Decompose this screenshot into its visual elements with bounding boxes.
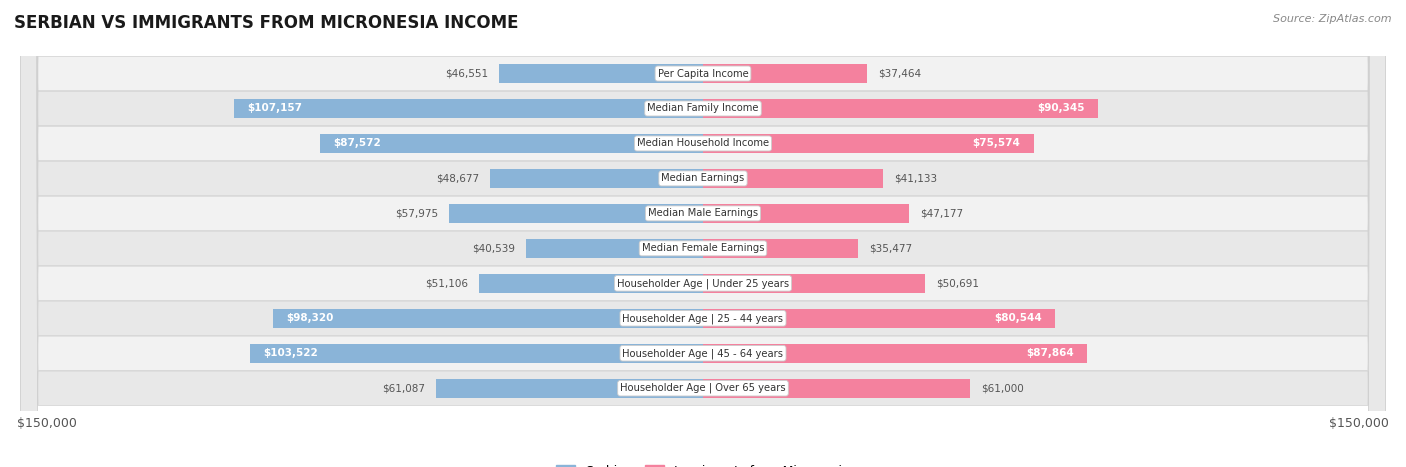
Bar — [491, 169, 703, 188]
Legend: Serbian, Immigrants from Micronesia: Serbian, Immigrants from Micronesia — [551, 460, 855, 467]
Text: $47,177: $47,177 — [921, 208, 963, 219]
Text: $35,477: $35,477 — [869, 243, 912, 254]
Text: $107,157: $107,157 — [247, 104, 302, 113]
Text: $80,544: $80,544 — [994, 313, 1042, 323]
Text: Median Earnings: Median Earnings — [661, 173, 745, 184]
Text: $87,864: $87,864 — [1026, 348, 1074, 358]
Bar — [703, 169, 883, 188]
Bar — [450, 204, 703, 223]
Text: Source: ZipAtlas.com: Source: ZipAtlas.com — [1274, 14, 1392, 24]
Text: $37,464: $37,464 — [877, 69, 921, 78]
Text: $41,133: $41,133 — [894, 173, 936, 184]
Text: Householder Age | 45 - 64 years: Householder Age | 45 - 64 years — [623, 348, 783, 359]
Text: $51,106: $51,106 — [426, 278, 468, 288]
FancyBboxPatch shape — [21, 0, 1385, 467]
Text: $87,572: $87,572 — [333, 138, 381, 149]
Bar — [703, 344, 1087, 363]
Bar — [235, 99, 703, 118]
Bar — [703, 134, 1033, 153]
Text: Median Household Income: Median Household Income — [637, 138, 769, 149]
Bar — [703, 274, 925, 293]
Text: Median Female Earnings: Median Female Earnings — [641, 243, 765, 254]
Text: $61,087: $61,087 — [382, 383, 425, 393]
FancyBboxPatch shape — [21, 0, 1385, 467]
FancyBboxPatch shape — [21, 0, 1385, 467]
Bar — [250, 344, 703, 363]
FancyBboxPatch shape — [21, 0, 1385, 467]
Text: $103,522: $103,522 — [263, 348, 318, 358]
Bar — [499, 64, 703, 83]
Text: $50,691: $50,691 — [935, 278, 979, 288]
Bar — [526, 239, 703, 258]
Text: $75,574: $75,574 — [973, 138, 1021, 149]
Text: $40,539: $40,539 — [472, 243, 515, 254]
FancyBboxPatch shape — [21, 0, 1385, 467]
FancyBboxPatch shape — [21, 0, 1385, 467]
Text: Median Male Earnings: Median Male Earnings — [648, 208, 758, 219]
Text: $46,551: $46,551 — [446, 69, 488, 78]
Text: $90,345: $90,345 — [1038, 104, 1085, 113]
FancyBboxPatch shape — [21, 0, 1385, 467]
Bar — [703, 64, 868, 83]
Text: Householder Age | Over 65 years: Householder Age | Over 65 years — [620, 383, 786, 394]
FancyBboxPatch shape — [21, 0, 1385, 467]
Text: Per Capita Income: Per Capita Income — [658, 69, 748, 78]
Text: $57,975: $57,975 — [395, 208, 439, 219]
Bar — [703, 204, 910, 223]
FancyBboxPatch shape — [21, 0, 1385, 467]
Bar — [703, 309, 1056, 328]
Text: Householder Age | Under 25 years: Householder Age | Under 25 years — [617, 278, 789, 289]
Bar — [273, 309, 703, 328]
Text: $98,320: $98,320 — [285, 313, 333, 323]
Text: $61,000: $61,000 — [981, 383, 1024, 393]
FancyBboxPatch shape — [21, 0, 1385, 467]
Text: Householder Age | 25 - 44 years: Householder Age | 25 - 44 years — [623, 313, 783, 324]
Bar — [703, 379, 970, 398]
Bar — [479, 274, 703, 293]
Text: $48,677: $48,677 — [436, 173, 479, 184]
Bar — [703, 99, 1098, 118]
Bar — [703, 239, 858, 258]
Text: SERBIAN VS IMMIGRANTS FROM MICRONESIA INCOME: SERBIAN VS IMMIGRANTS FROM MICRONESIA IN… — [14, 14, 519, 32]
Text: Median Family Income: Median Family Income — [647, 104, 759, 113]
Bar — [436, 379, 703, 398]
Bar — [321, 134, 703, 153]
